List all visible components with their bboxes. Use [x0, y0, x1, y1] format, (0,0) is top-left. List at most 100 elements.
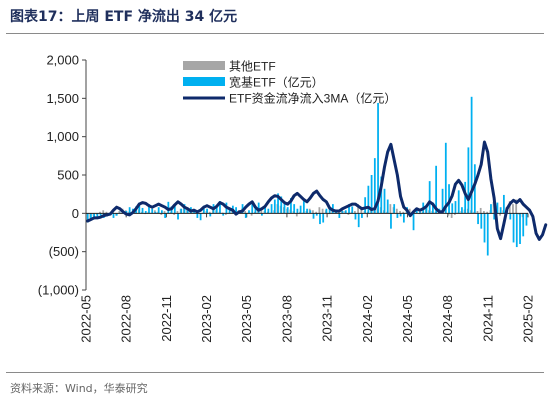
x-tick-label: 2022-08: [119, 295, 134, 343]
x-tick-label: 2022-05: [79, 295, 94, 343]
legend-swatch-broad: [183, 77, 225, 86]
bar: [248, 210, 250, 214]
bar: [328, 207, 331, 214]
chart-title: 图表17：上周 ETF 净流出 34 亿元: [10, 9, 238, 25]
bar: [196, 213, 199, 218]
bar: [338, 213, 341, 218]
bar: [161, 210, 163, 214]
bar: [393, 204, 396, 214]
y-tick-label: (1,000): [38, 283, 79, 298]
bar: [508, 201, 511, 214]
bar: [335, 211, 337, 214]
bar: [486, 213, 489, 256]
x-tick-label: 2024-11: [480, 295, 495, 342]
bar: [347, 213, 350, 215]
y-tick-label: 0: [72, 206, 79, 221]
bar: [476, 211, 479, 214]
bar: [415, 208, 418, 214]
bar: [302, 201, 305, 214]
bar: [477, 213, 479, 225]
bar: [444, 142, 447, 214]
bar: [176, 211, 179, 214]
bar: [141, 207, 144, 214]
bar: [312, 213, 315, 219]
bar: [402, 211, 405, 214]
bar: [206, 208, 208, 214]
bar: [224, 213, 227, 215]
bar: [480, 213, 483, 229]
bar: [283, 202, 286, 214]
bar: [290, 198, 292, 214]
bar: [312, 210, 314, 214]
bar: [222, 213, 225, 216]
bar: [319, 213, 321, 225]
bar: [163, 211, 166, 214]
bar: [486, 211, 489, 214]
bar: [251, 204, 254, 214]
bar: [112, 213, 115, 218]
bar: [361, 213, 363, 218]
bars-broad-etf: [86, 96, 528, 256]
bar: [435, 165, 438, 214]
bar: [499, 213, 501, 216]
bar: [457, 190, 460, 214]
source-note: 资料来源：Wind，华泰研究: [10, 382, 148, 395]
bar: [293, 204, 296, 214]
legend-label: 其他ETF: [229, 60, 276, 74]
bar: [432, 202, 434, 214]
bar: [177, 213, 179, 220]
bar: [360, 208, 363, 214]
bar: [493, 213, 496, 220]
bar: [367, 185, 370, 214]
bar: [306, 208, 308, 214]
bar: [473, 164, 476, 214]
bar: [390, 213, 392, 229]
bar: [315, 211, 318, 214]
bar: [321, 208, 324, 214]
bar: [138, 202, 141, 214]
bar: [351, 206, 354, 214]
bar: [499, 207, 502, 214]
bar: [450, 213, 453, 218]
bar: [151, 208, 154, 214]
bar: [467, 147, 470, 214]
legend-label: ETF资金流净流入3MA（亿元）: [229, 91, 396, 106]
bar: [118, 211, 121, 214]
bar: [519, 213, 521, 244]
y-tick-label: 500: [57, 168, 79, 183]
bar: [93, 213, 96, 220]
source-divider: [6, 372, 544, 373]
bar: [502, 194, 505, 214]
bar: [353, 211, 356, 214]
bar: [167, 201, 170, 214]
bar: [479, 207, 482, 214]
bar: [370, 175, 373, 214]
bar: [441, 188, 444, 214]
x-tick-label: 2022-11: [159, 295, 174, 342]
bar: [244, 211, 247, 214]
ma-line-series: [86, 140, 548, 241]
bar: [348, 204, 350, 214]
bar: [153, 210, 156, 214]
x-tick-label: 2024-08: [440, 295, 455, 343]
bar: [148, 204, 150, 214]
bar: [399, 213, 402, 217]
bar: [296, 208, 299, 214]
bar: [483, 211, 485, 214]
bar: [451, 203, 454, 214]
bar: [244, 213, 247, 218]
bar: [357, 204, 359, 214]
bar: [408, 208, 411, 214]
bar: [264, 207, 267, 214]
bar: [254, 207, 257, 214]
bar: [402, 213, 405, 223]
bar: [395, 208, 398, 214]
x-tick-label: 2023-08: [279, 295, 294, 343]
bar: [219, 201, 221, 214]
bar: [99, 213, 102, 216]
bar: [470, 96, 473, 214]
bar: [318, 207, 321, 214]
bar: [315, 213, 318, 216]
bar: [208, 211, 211, 214]
